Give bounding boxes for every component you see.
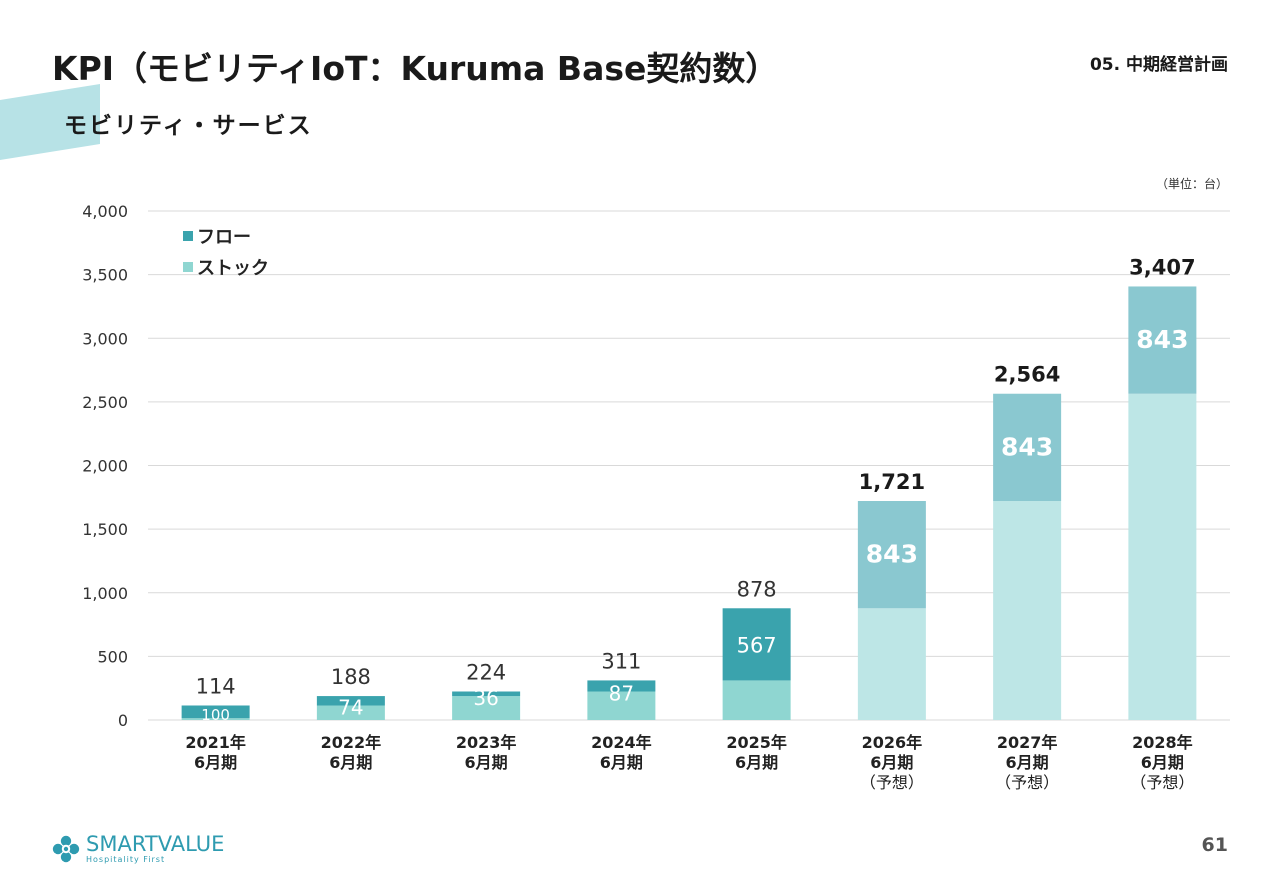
x-category-label: （予想） <box>995 773 1059 792</box>
y-tick-label: 1,000 <box>82 584 128 603</box>
bar-stock <box>993 501 1062 720</box>
total-value-label: 2,564 <box>994 363 1060 387</box>
bar-flow <box>181 705 250 719</box>
bar-stock <box>722 680 791 720</box>
x-category-label: 6月期 <box>465 753 508 772</box>
segment-value-label: 100 <box>201 706 230 724</box>
total-value-label: 878 <box>737 577 777 601</box>
segment-value-label: 843 <box>1136 325 1188 354</box>
logo-mark-icon <box>52 835 80 863</box>
legend-swatch <box>183 262 193 272</box>
segment-value-label: 567 <box>737 633 777 657</box>
unit-label: （単位：台） <box>1155 177 1228 191</box>
legend-swatch <box>183 231 193 241</box>
x-category-label: 2025年 <box>726 733 787 752</box>
total-value-label: 188 <box>331 665 371 689</box>
x-category-label: 6月期 <box>870 753 913 772</box>
bar-stock <box>316 705 385 720</box>
bar-stock <box>1128 393 1197 720</box>
x-category-label: 6月期 <box>329 753 372 772</box>
y-tick-label: 2,500 <box>82 393 128 412</box>
x-category-label: 6月期 <box>1006 753 1049 772</box>
segment-value-label: 843 <box>1001 432 1053 461</box>
segment-value-label: 87 <box>609 681 634 705</box>
y-tick-label: 3,000 <box>82 329 128 348</box>
bar-flow <box>452 691 521 697</box>
legend-label: フロー <box>197 227 251 248</box>
section-label: 05. 中期経営計画 <box>1089 55 1228 75</box>
y-tick-label: 2,000 <box>82 457 128 476</box>
logo-wordmark: SMARTVALUE <box>86 832 225 856</box>
y-tick-label: 1,500 <box>82 520 128 539</box>
x-category-label: 2026年 <box>862 733 923 752</box>
y-tick-label: 500 <box>97 647 128 666</box>
x-category-label: 2021年 <box>185 733 246 752</box>
x-category-label: （予想） <box>860 773 924 792</box>
bar-stock <box>452 696 521 720</box>
x-category-label: 2028年 <box>1132 733 1193 752</box>
x-category-label: 6月期 <box>600 753 643 772</box>
bar-stock <box>857 608 926 720</box>
x-category-label: （予想） <box>1130 773 1194 792</box>
segment-value-label: 843 <box>866 540 918 569</box>
y-tick-label: 0 <box>118 711 128 730</box>
total-value-label: 311 <box>601 649 641 673</box>
x-category-label: 2024年 <box>591 733 652 752</box>
bar-stock <box>587 691 656 720</box>
x-category-label: 2022年 <box>321 733 382 752</box>
y-tick-label: 4,000 <box>82 202 128 221</box>
x-category-label: 2027年 <box>997 733 1058 752</box>
segment-value-label: 74 <box>338 695 363 719</box>
x-category-label: 6月期 <box>1141 753 1184 772</box>
bar-flow <box>1128 286 1197 394</box>
page-title: KPI（モビリティIoT：Kuruma Base契約数） <box>52 49 779 88</box>
bar-flow <box>857 501 926 609</box>
bar-stock <box>181 718 250 720</box>
bar-flow <box>993 393 1062 502</box>
x-category-label: 6月期 <box>194 753 237 772</box>
total-value-label: 224 <box>466 660 506 684</box>
company-logo: SMARTVALUE Hospitality First <box>52 834 224 864</box>
accent-band <box>0 84 100 160</box>
bar-flow <box>722 608 791 681</box>
page-number: 61 <box>1201 834 1228 856</box>
page-subtitle: モビリティ・サービス <box>64 113 313 139</box>
total-value-label: 3,407 <box>1129 255 1195 279</box>
x-category-label: 2023年 <box>456 733 517 752</box>
bar-flow <box>587 680 656 692</box>
y-tick-label: 3,500 <box>82 266 128 285</box>
logo-tagline: Hospitality First <box>86 855 166 864</box>
segment-value-label: 36 <box>473 686 498 710</box>
legend-label: ストック <box>197 258 269 279</box>
total-value-label: 114 <box>196 674 236 698</box>
total-value-label: 1,721 <box>859 470 925 494</box>
x-category-label: 6月期 <box>735 753 778 772</box>
bar-flow <box>316 696 385 706</box>
